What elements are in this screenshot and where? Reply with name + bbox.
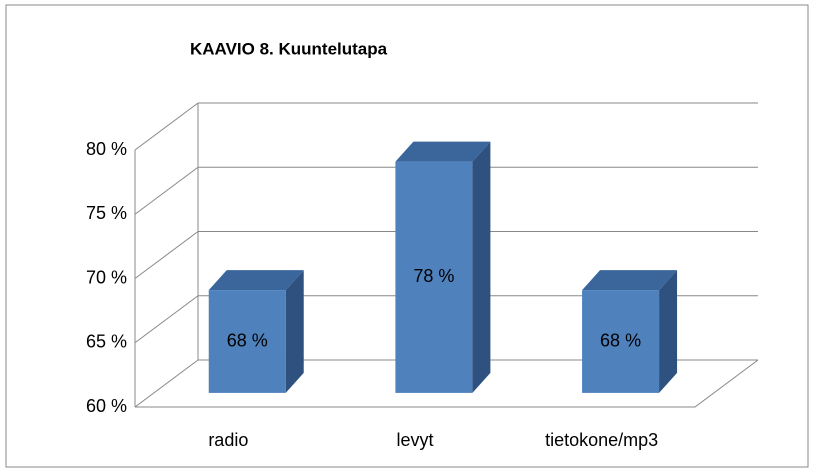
bar xyxy=(582,290,660,393)
bar-side xyxy=(472,141,491,393)
data-label: 68 % xyxy=(227,330,268,350)
bar-side xyxy=(659,270,678,393)
chart-title: KAAVIO 8. Kuuntelutapa xyxy=(190,39,388,58)
y-tick-label: 70 % xyxy=(86,267,127,287)
y-tick-label: 75 % xyxy=(86,203,127,223)
floor xyxy=(135,359,759,408)
y-tick-label: 80 % xyxy=(86,139,127,159)
grid-line xyxy=(134,102,199,151)
x-tick-label: levyt xyxy=(396,430,433,450)
bar-top xyxy=(395,141,491,162)
grid-line xyxy=(134,359,199,408)
grid-line xyxy=(134,231,199,279)
bar xyxy=(208,290,286,393)
bar-side xyxy=(285,270,304,393)
bar xyxy=(395,161,473,393)
y-tick-label: 60 % xyxy=(86,396,127,416)
bar-top xyxy=(582,270,678,291)
x-tick-label: radio xyxy=(208,430,248,450)
grid-line xyxy=(134,166,199,215)
data-label: 68 % xyxy=(600,330,641,350)
data-label: 78 % xyxy=(413,266,454,286)
grid-line xyxy=(134,295,199,344)
x-tick-label: tietokone/mp3 xyxy=(545,430,658,450)
bar-top xyxy=(208,270,304,291)
y-tick-label: 65 % xyxy=(86,332,127,352)
